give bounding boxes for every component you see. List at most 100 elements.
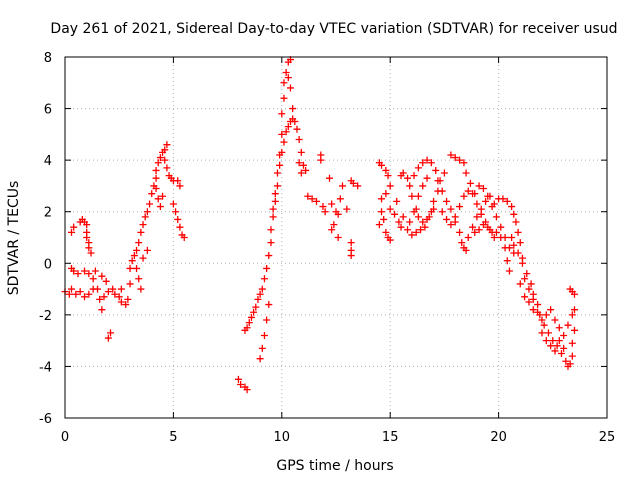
data-point [258, 344, 266, 352]
data-point [65, 290, 73, 298]
data-point [553, 342, 561, 350]
data-point [529, 306, 537, 314]
data-point [141, 213, 149, 221]
data-point [76, 288, 84, 296]
data-point [282, 128, 290, 136]
chart-title: Day 261 of 2021, Sidereal Day-to-day VTE… [50, 21, 617, 37]
series-morning-rise [122, 141, 188, 309]
data-point [163, 164, 171, 172]
data-point [568, 311, 576, 319]
data-point [399, 213, 407, 221]
axis-ticks: 0 5 10 15 20 25 -6 -4 -2 0 2 4 6 8 [39, 51, 615, 445]
data-point [104, 288, 112, 296]
data-point [503, 257, 511, 265]
data-point [295, 136, 303, 144]
data-point [562, 357, 570, 365]
data-point [547, 306, 555, 314]
data-point [521, 275, 529, 283]
data-point [347, 239, 355, 247]
data-point [510, 210, 518, 218]
data-point [499, 195, 507, 203]
data-point [143, 246, 151, 254]
data-point [254, 295, 262, 303]
data-point [425, 213, 433, 221]
data-point [137, 285, 145, 293]
data-point [276, 161, 284, 169]
data-point [74, 270, 82, 278]
series-late-evening [510, 241, 578, 370]
data-point [477, 210, 485, 218]
data-point [267, 239, 275, 247]
data-point [440, 169, 448, 177]
data-point [492, 228, 500, 236]
data-point [547, 342, 555, 350]
data-point [161, 156, 169, 164]
data-point [328, 226, 336, 234]
data-point [570, 306, 578, 314]
data-point [85, 244, 93, 252]
data-point [549, 337, 557, 345]
data-point [408, 231, 416, 239]
data-point [525, 298, 533, 306]
data-point [109, 285, 117, 293]
data-point [497, 234, 505, 241]
data-point [325, 174, 333, 182]
data-point [419, 218, 427, 226]
data-point [384, 172, 392, 180]
data-point [339, 182, 347, 190]
data-point [514, 228, 522, 236]
data-point [557, 350, 565, 358]
data-point [417, 226, 425, 234]
data-point [406, 218, 414, 226]
data-point [172, 208, 180, 216]
data-point [421, 223, 429, 231]
data-point [386, 205, 394, 213]
data-point [137, 228, 145, 236]
data-point [94, 285, 102, 293]
y-axis-label: SDTVAR / TECUs [6, 181, 22, 296]
data-point [570, 326, 578, 334]
data-point [382, 190, 390, 198]
data-point [544, 329, 552, 337]
data-point [430, 205, 438, 213]
data-point [265, 252, 273, 260]
data-point [87, 249, 95, 257]
data-point [269, 205, 277, 213]
data-point [245, 319, 253, 327]
data-point [462, 169, 470, 177]
data-point [490, 234, 498, 241]
data-point [382, 166, 390, 174]
data-point [295, 159, 303, 167]
y-tick-label: -2 [39, 309, 52, 324]
data-point [139, 221, 147, 229]
data-point [414, 213, 422, 221]
data-point [566, 360, 574, 368]
data-point [512, 218, 520, 226]
data-point [518, 259, 526, 267]
data-point [404, 174, 412, 182]
data-point [68, 285, 76, 293]
data-point [284, 123, 292, 131]
y-tick-label: 0 [44, 257, 52, 272]
data-point [475, 182, 483, 190]
data-point [382, 228, 390, 236]
data-point [308, 195, 316, 203]
data-point [410, 208, 418, 216]
data-point [70, 267, 78, 275]
data-point [159, 192, 167, 200]
data-point [479, 185, 487, 193]
data-point [391, 210, 399, 218]
data-point [471, 228, 479, 236]
data-point [534, 301, 542, 309]
data-point [505, 267, 513, 275]
data-point [133, 264, 141, 272]
data-point [269, 213, 277, 221]
data-point [386, 182, 394, 190]
data-point [312, 197, 320, 205]
data-point [456, 203, 464, 211]
data-point [447, 151, 455, 159]
data-point [293, 125, 301, 133]
series-early-morning [61, 215, 125, 342]
data-point [521, 293, 529, 301]
data-point [473, 213, 481, 221]
